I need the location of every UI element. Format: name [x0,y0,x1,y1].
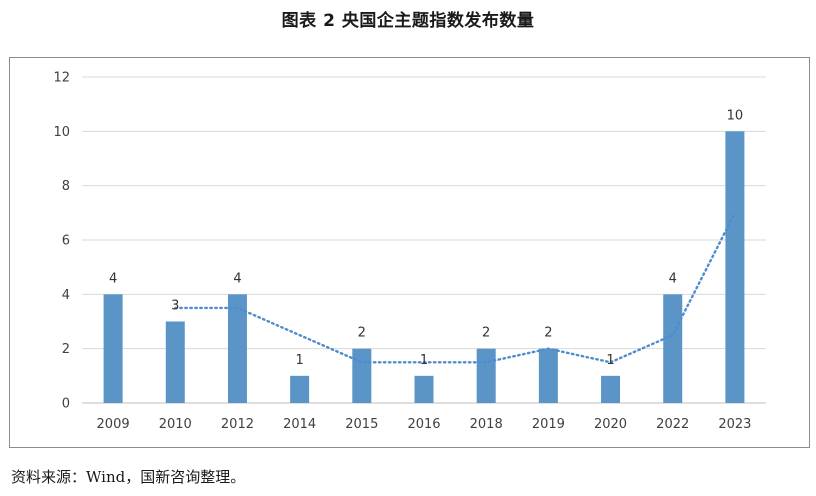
x-tick-label: 2023 [718,417,751,432]
data-label: 1 [295,353,303,368]
data-label: 2 [358,326,366,341]
bar [725,131,745,404]
data-label: 1 [420,353,428,368]
gridlines [82,76,766,404]
chart-title: 图表 2 央国企主题指数发布数量 [281,11,535,31]
x-tick-label: 2019 [532,417,565,432]
x-tick-label: 2015 [345,417,378,432]
data-label: 2 [544,326,552,341]
bar [352,348,372,403]
x-tick-label: 2018 [470,417,503,432]
data-label: 3 [171,299,179,314]
x-tick-label: 2014 [283,417,316,432]
x-tick-label: 2020 [594,417,627,432]
x-tick-label: 2012 [221,417,254,432]
y-tick-label: 6 [62,234,70,249]
y-axis: 0 2 4 6 8 10 12 [53,71,70,412]
bar [663,294,683,403]
source-note: 资料来源：Wind，国新咨询整理。 [11,468,246,486]
x-axis: 2009 2010 2012 2014 2015 2016 2018 2019 2020 2022… [97,417,752,432]
y-tick-label: 0 [62,397,70,412]
trendline [174,211,737,364]
bar [290,375,310,403]
data-label: 1 [606,353,614,368]
x-tick-label: 2016 [407,417,440,432]
chart-frame [9,57,810,448]
data-label: 2 [482,326,490,341]
x-tick-label: 2010 [159,417,192,432]
y-tick-label: 4 [62,288,70,303]
y-tick-label: 12 [53,71,70,86]
y-tick-label: 2 [62,342,70,357]
bar [601,375,621,403]
bar [414,375,434,403]
bar [476,348,496,403]
data-label: 4 [669,271,677,286]
data-label: 4 [109,271,117,286]
x-tick-label: 2009 [97,417,130,432]
bar [227,294,247,403]
data-labels: 4 3 4 1 2 1 2 2 1 4 10 [109,108,743,368]
bar [538,348,558,403]
moving-average-line [174,211,737,364]
y-tick-label: 10 [53,125,70,140]
data-label: 4 [233,271,241,286]
data-label: 10 [727,108,744,123]
y-tick-label: 8 [62,179,70,194]
x-tick-label: 2022 [656,417,689,432]
bar [103,294,123,403]
bar [165,321,185,403]
